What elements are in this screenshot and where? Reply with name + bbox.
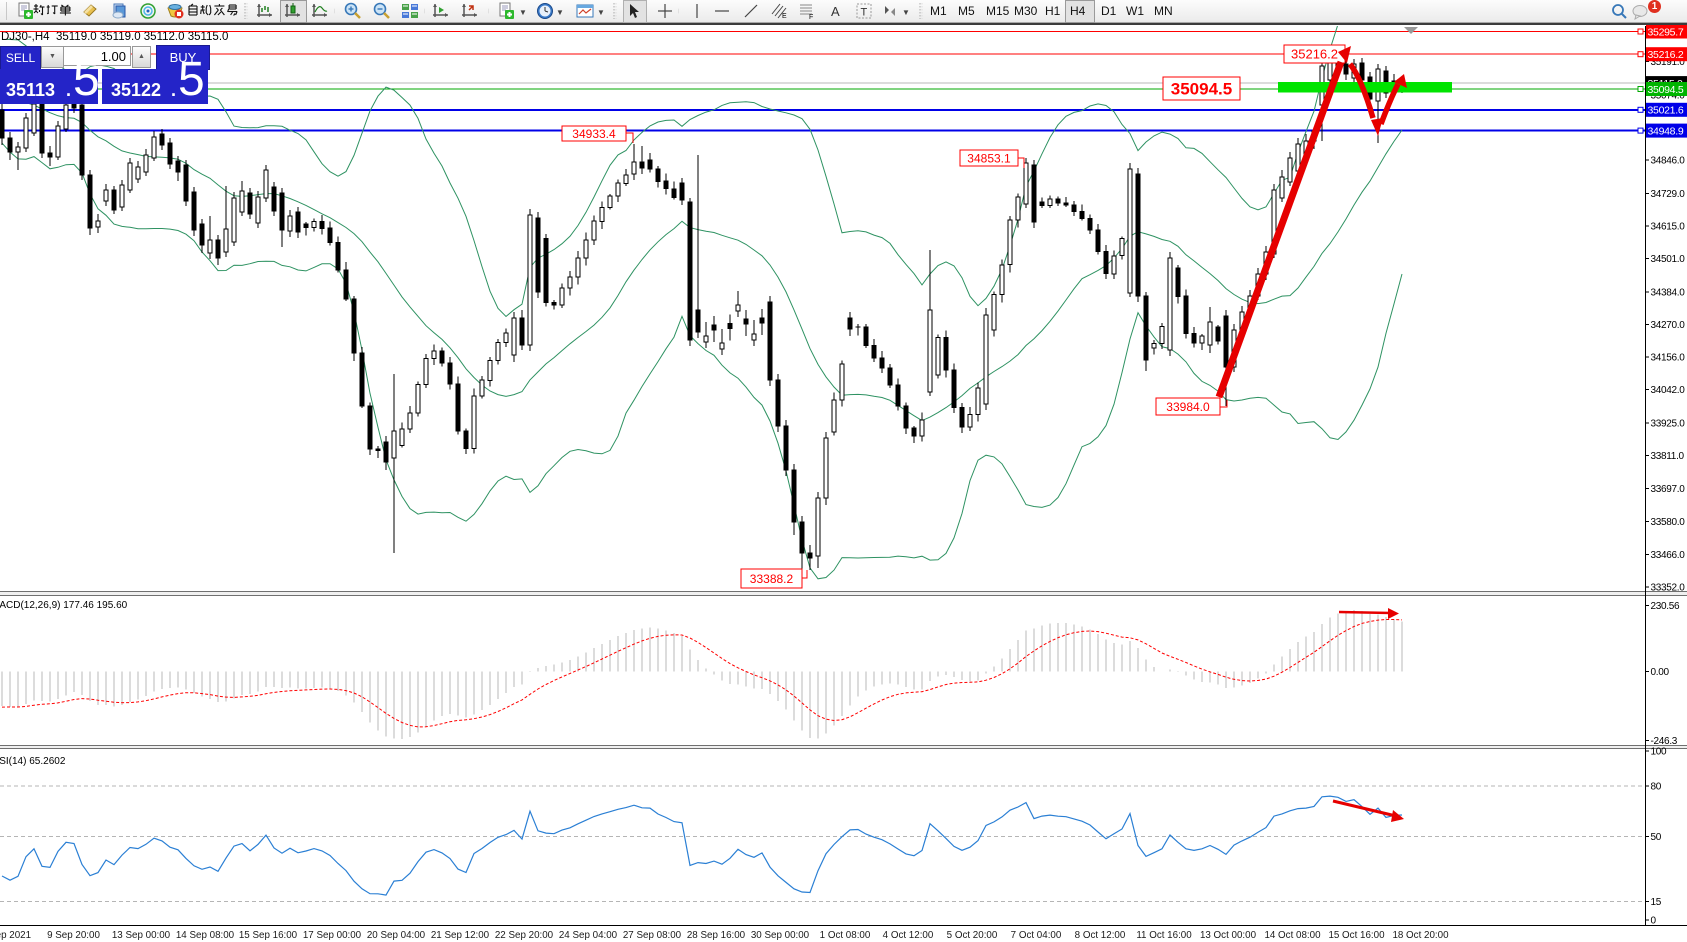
svg-text:34501.0: 34501.0: [1651, 254, 1686, 265]
svg-text:33811.0: 33811.0: [1651, 451, 1685, 462]
svg-text:34853.1: 34853.1: [967, 151, 1011, 165]
svg-text:24 Sep 04:00: 24 Sep 04:00: [559, 930, 618, 941]
svg-text:33466.0: 33466.0: [1651, 550, 1686, 561]
svg-text:MACD(12,26,9) 177.46 195.60: MACD(12,26,9) 177.46 195.60: [0, 600, 128, 611]
svg-text:5 Oct 20:00: 5 Oct 20:00: [947, 930, 998, 941]
svg-text:100: 100: [1651, 747, 1668, 758]
svg-text:27 Sep 08:00: 27 Sep 08:00: [623, 930, 682, 941]
svg-text:13 Oct 00:00: 13 Oct 00:00: [1200, 930, 1257, 941]
svg-text:4 Oct 12:00: 4 Oct 12:00: [883, 930, 934, 941]
svg-text:35295.7: 35295.7: [1648, 26, 1684, 38]
svg-text:15: 15: [1651, 897, 1662, 908]
svg-text:33925.0: 33925.0: [1651, 419, 1686, 430]
svg-text:A: A: [831, 4, 840, 19]
svg-text:230.56: 230.56: [1651, 601, 1681, 612]
svg-text:34615.0: 34615.0: [1651, 222, 1686, 233]
svg-text:33580.0: 33580.0: [1651, 517, 1686, 528]
svg-text:33352.0: 33352.0: [1651, 582, 1686, 593]
svg-text:E: E: [782, 13, 787, 20]
svg-text:50: 50: [1651, 832, 1662, 843]
svg-text:14 Sep 08:00: 14 Sep 08:00: [176, 930, 235, 941]
svg-text:14 Oct 08:00: 14 Oct 08:00: [1264, 930, 1321, 941]
svg-text:0: 0: [1651, 916, 1657, 927]
svg-text:30 Sep 00:00: 30 Sep 00:00: [751, 930, 810, 941]
svg-text:33984.0: 33984.0: [1166, 400, 1210, 414]
svg-text:11 Oct 16:00: 11 Oct 16:00: [1136, 930, 1192, 941]
svg-text:F: F: [809, 14, 813, 20]
svg-text:8 Oct 12:00: 8 Oct 12:00: [1075, 930, 1126, 941]
svg-text:22 Sep 20:00: 22 Sep 20:00: [495, 930, 554, 941]
svg-text:34384.0: 34384.0: [1651, 288, 1686, 299]
svg-text:35216.2: 35216.2: [1291, 47, 1338, 62]
svg-text:0.00: 0.00: [1651, 667, 1670, 678]
svg-text:35094.5: 35094.5: [1171, 80, 1232, 99]
svg-text:80: 80: [1651, 782, 1662, 793]
svg-text:18 Oct 20:00: 18 Oct 20:00: [1392, 930, 1449, 941]
svg-text:34729.0: 34729.0: [1651, 189, 1686, 200]
svg-text:13 Sep 00:00: 13 Sep 00:00: [112, 930, 171, 941]
svg-text:7 Oct 04:00: 7 Oct 04:00: [1011, 930, 1062, 941]
svg-text:33697.0: 33697.0: [1651, 484, 1686, 495]
svg-text:21 Sep 12:00: 21 Sep 12:00: [431, 930, 490, 941]
svg-text:34270.0: 34270.0: [1651, 320, 1686, 331]
svg-text:20 Sep 04:00: 20 Sep 04:00: [367, 930, 426, 941]
svg-text:T: T: [861, 7, 868, 19]
svg-text:9 Sep 20:00: 9 Sep 20:00: [47, 930, 100, 941]
svg-text:34948.9: 34948.9: [1648, 125, 1684, 137]
svg-text:34042.0: 34042.0: [1651, 385, 1686, 396]
svg-text:34933.4: 34933.4: [572, 127, 616, 141]
svg-text:17 Sep 00:00: 17 Sep 00:00: [303, 930, 362, 941]
svg-text:35021.6: 35021.6: [1648, 105, 1684, 117]
svg-text:34846.0: 34846.0: [1651, 156, 1686, 167]
svg-text:33388.2: 33388.2: [750, 572, 794, 586]
svg-text:DJ30-,H4 35119.0 35119.0 3511: DJ30-,H4 35119.0 35119.0 35112.0 35115.0: [1, 31, 228, 43]
svg-text:35216.2: 35216.2: [1648, 49, 1684, 61]
svg-text:-246.3: -246.3: [1651, 736, 1678, 747]
svg-text:35191.0: 35191.0: [1651, 57, 1686, 68]
svg-text:35094.5: 35094.5: [1648, 84, 1684, 96]
svg-text:15 Oct 16:00: 15 Oct 16:00: [1328, 930, 1385, 941]
svg-text:1 Oct 08:00: 1 Oct 08:00: [820, 930, 871, 941]
svg-text:RSI(14) 65.2602: RSI(14) 65.2602: [0, 756, 66, 767]
svg-text:34156.0: 34156.0: [1651, 353, 1686, 364]
svg-text:15 Sep 16:00: 15 Sep 16:00: [239, 930, 298, 941]
svg-text:28 Sep 16:00: 28 Sep 16:00: [687, 930, 746, 941]
svg-text:8 Sep 2021: 8 Sep 2021: [0, 930, 31, 941]
